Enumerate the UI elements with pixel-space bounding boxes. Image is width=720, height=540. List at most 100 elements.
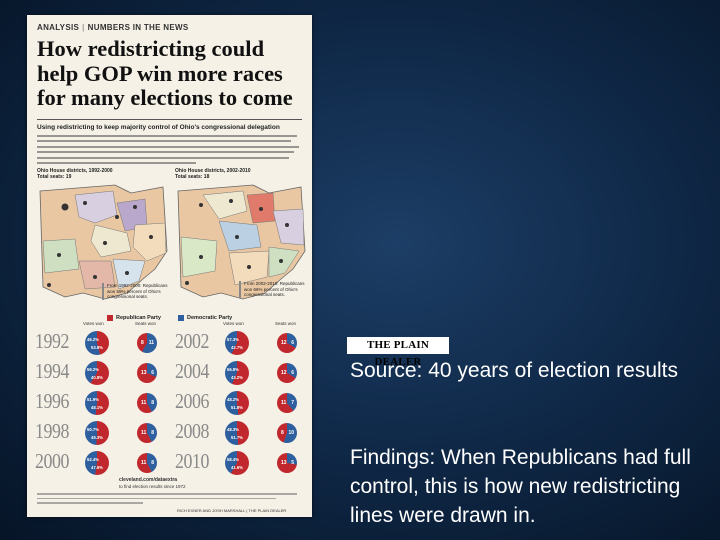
republican-swatch bbox=[107, 315, 113, 321]
callout-1992: From 1992-2000: Republicans won 59% perc… bbox=[102, 283, 169, 300]
rep-vote-pct: 50.7% bbox=[87, 427, 99, 432]
legend-democratic: Democratic Party bbox=[187, 315, 233, 321]
dem-seats: 11 bbox=[148, 340, 154, 346]
callout-2002: From 2002-2010: Republicans won 66% perc… bbox=[239, 281, 310, 298]
seats-pie: 8 11 bbox=[137, 333, 157, 353]
year-label: 2006 bbox=[175, 389, 209, 413]
year-label: 1994 bbox=[35, 359, 69, 383]
votes-pie: 46.2% 53.8% bbox=[85, 331, 109, 355]
rep-vote-pct: 51.9% bbox=[87, 397, 99, 402]
footnote-block bbox=[37, 493, 302, 507]
dem-seats: 8 bbox=[151, 400, 154, 406]
dem-seats: 8 bbox=[151, 460, 154, 466]
kicker-label: ANALYSIS bbox=[37, 23, 80, 32]
party-legend: Republican Party Democratic Party bbox=[107, 315, 232, 321]
dem-seats: 8 bbox=[151, 430, 154, 436]
rep-vote-pct: 52.4% bbox=[87, 457, 99, 462]
dem-vote-pct: 47.6% bbox=[91, 465, 103, 470]
byline-credit: RICH EXNER AND JOSH MARSHALL | THE PLAIN… bbox=[177, 508, 287, 513]
year-label: 1996 bbox=[35, 389, 69, 413]
rep-seats: 12 bbox=[281, 340, 287, 346]
source-caption: Source: 40 years of election results bbox=[350, 359, 679, 382]
rep-seats: 13 bbox=[141, 370, 147, 376]
votes-pie: 52.4% 47.6% bbox=[85, 451, 109, 475]
votes-pie: 51.9% 48.1% bbox=[85, 391, 109, 415]
year-label: 2008 bbox=[175, 419, 209, 443]
votes-pie: 48.2% 51.8% bbox=[225, 391, 249, 415]
year-label: 1992 bbox=[35, 329, 69, 353]
map-left-seats: Total seats: 19 bbox=[37, 174, 72, 180]
seats-pie: 8 10 bbox=[277, 423, 297, 443]
rep-seats: 11 bbox=[141, 400, 147, 406]
dem-seats: 6 bbox=[291, 370, 294, 376]
infographic-newspaper-clipping: ANALYSIS | NUMBERS IN THE NEWS How redistr… bbox=[27, 15, 312, 517]
rep-seats: 8 bbox=[281, 430, 284, 436]
kicker-section: NUMBERS IN THE NEWS bbox=[87, 23, 189, 32]
votes-pie: 59.2% 40.8% bbox=[85, 361, 109, 385]
year-label: 1998 bbox=[35, 419, 69, 443]
divider bbox=[37, 119, 302, 120]
dem-seats: 6 bbox=[291, 340, 294, 346]
dem-seats: 10 bbox=[288, 430, 294, 436]
seats-pie: 11 8 bbox=[137, 423, 157, 443]
col-votes-left: Votes won bbox=[83, 321, 104, 326]
seats-pie: 13 6 bbox=[137, 363, 157, 383]
seats-pie: 11 7 bbox=[277, 393, 297, 413]
seats-pie: 12 6 bbox=[277, 333, 297, 353]
rep-seats: 11 bbox=[141, 430, 147, 436]
year-label: 2010 bbox=[175, 449, 209, 473]
seats-pie: 13 5 bbox=[277, 453, 297, 473]
votes-pie: 57.3% 42.7% bbox=[225, 331, 249, 355]
dem-vote-pct: 42.7% bbox=[231, 345, 243, 350]
votes-pie: 50.7% 49.3% bbox=[85, 421, 109, 445]
rep-vote-pct: 56.8% bbox=[227, 367, 239, 372]
ohio-map-2002 bbox=[177, 184, 306, 300]
rep-seats: 8 bbox=[141, 340, 144, 346]
rep-seats: 11 bbox=[141, 460, 147, 466]
findings-caption: Findings: When Republicans had full cont… bbox=[350, 446, 691, 527]
seats-pie: 11 8 bbox=[137, 453, 157, 473]
intro-text-block bbox=[37, 135, 302, 167]
seats-pie: 12 6 bbox=[277, 363, 297, 383]
rep-seats: 11 bbox=[281, 400, 287, 406]
col-seats-right: Seats won bbox=[275, 321, 297, 326]
legend-republican: Republican Party bbox=[116, 315, 161, 321]
rep-vote-pct: 48.2% bbox=[227, 397, 239, 402]
seats-pie: 11 8 bbox=[137, 393, 157, 413]
dem-vote-pct: 48.1% bbox=[91, 405, 103, 410]
map-left-title: Ohio House districts, 1992-2000 bbox=[37, 168, 113, 174]
year-label: 2002 bbox=[175, 329, 209, 353]
rep-seats: 12 bbox=[281, 370, 287, 376]
votes-pie: 48.3% 51.7% bbox=[225, 421, 249, 445]
kicker: ANALYSIS | NUMBERS IN THE NEWS bbox=[37, 23, 189, 32]
ohio-map-1992 bbox=[39, 184, 168, 300]
web-url: cleveland.com/dataextra bbox=[119, 477, 178, 483]
rep-vote-pct: 59.2% bbox=[87, 367, 99, 372]
rep-vote-pct: 46.2% bbox=[87, 337, 99, 342]
subhead: Using redistricting to keep majority con… bbox=[37, 124, 280, 131]
rep-seats: 13 bbox=[281, 460, 287, 466]
dem-seats: 5 bbox=[291, 460, 294, 466]
map-left-header: Ohio House districts, 1992-2000 Total se… bbox=[37, 168, 113, 180]
dem-vote-pct: 49.3% bbox=[91, 435, 103, 440]
dem-vote-pct: 51.8% bbox=[231, 405, 243, 410]
rep-vote-pct: 58.4% bbox=[227, 457, 239, 462]
dem-vote-pct: 40.8% bbox=[91, 375, 103, 380]
plain-dealer-logo: THE PLAIN DEALER bbox=[347, 337, 449, 368]
map-right-seats: Total seats: 18 bbox=[175, 174, 210, 180]
web-note: to find election results since 1972 bbox=[119, 484, 186, 489]
votes-pie: 58.4% 41.6% bbox=[225, 451, 249, 475]
dem-seats: 6 bbox=[151, 370, 154, 376]
votes-pie: 56.8% 43.2% bbox=[225, 361, 249, 385]
headline: How redistricting could help GOP win mor… bbox=[37, 36, 293, 110]
col-votes-right: Votes won bbox=[223, 321, 244, 326]
map-right-header: Ohio House districts, 2002-2010 Total se… bbox=[175, 168, 251, 180]
rep-vote-pct: 57.3% bbox=[227, 337, 239, 342]
dem-vote-pct: 53.8% bbox=[91, 345, 103, 350]
dem-vote-pct: 51.7% bbox=[231, 435, 243, 440]
rep-vote-pct: 48.3% bbox=[227, 427, 239, 432]
col-seats-left: Seats won bbox=[135, 321, 157, 326]
year-label: 2000 bbox=[35, 449, 69, 473]
dem-vote-pct: 43.2% bbox=[231, 375, 243, 380]
dem-vote-pct: 41.6% bbox=[231, 465, 243, 470]
